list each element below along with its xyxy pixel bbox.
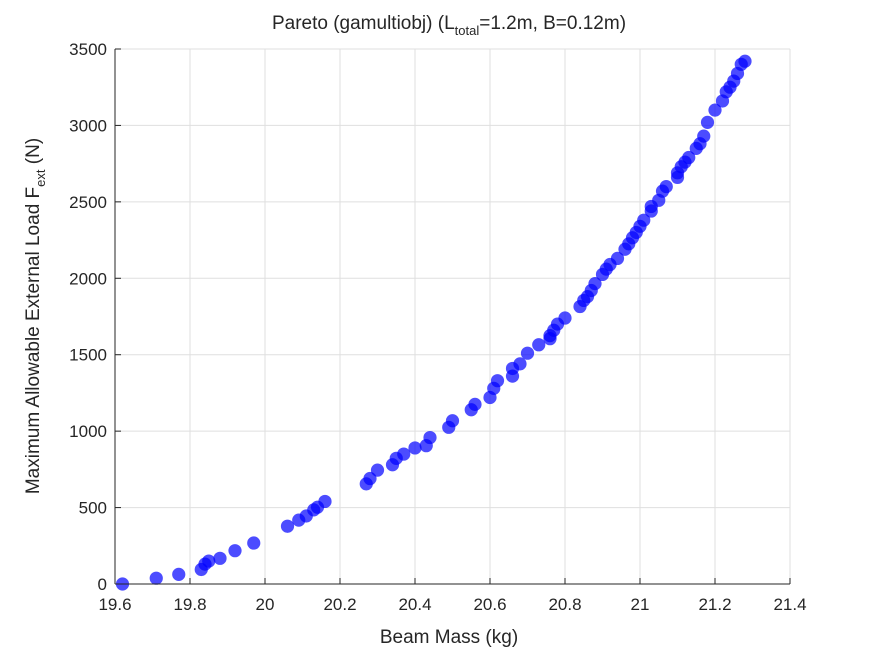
x-tick-label: 21 <box>631 595 650 614</box>
x-tick-label: 20.6 <box>473 595 506 614</box>
data-point <box>532 338 546 352</box>
data-point <box>423 430 437 445</box>
y-axis-title-subscript: ext <box>33 169 48 187</box>
data-point <box>363 471 377 486</box>
x-tick-label: 19.8 <box>173 595 206 614</box>
data-point <box>202 554 216 568</box>
grid-lines <box>114 48 791 585</box>
data-point <box>520 346 535 360</box>
data-point <box>513 357 527 371</box>
data-point <box>280 519 295 533</box>
x-tick-label: 21.4 <box>773 595 806 614</box>
y-tick-label: 0 <box>98 575 107 594</box>
data-point <box>610 251 625 266</box>
data-point <box>370 463 385 477</box>
x-tick-label: 21.2 <box>698 595 731 614</box>
data-point <box>172 567 186 581</box>
data-point <box>682 150 696 165</box>
y-axis-title-prefix: Maximum Allowable External Load F <box>23 187 44 494</box>
data-point <box>149 571 163 585</box>
data-point <box>490 374 505 388</box>
y-tick-label: 3000 <box>69 116 107 135</box>
data-point <box>397 447 411 461</box>
y-tick-label: 500 <box>79 499 107 518</box>
data-point <box>588 277 602 291</box>
x-tick-label: 20.2 <box>323 595 356 614</box>
data-point <box>213 551 227 565</box>
data-point <box>318 494 332 509</box>
data-point <box>637 213 651 227</box>
axes <box>114 48 791 585</box>
chart-title: Pareto (gamultiobj) (Ltotal=1.2m, B=0.12… <box>272 13 626 38</box>
data-point <box>247 536 261 550</box>
chart-title-subscript: total <box>455 23 480 38</box>
data-point <box>697 129 711 143</box>
x-tick-label: 20.8 <box>548 595 581 614</box>
y-axis-title-suffix: (N) <box>23 138 44 170</box>
data-point <box>408 441 422 455</box>
x-tick-label: 20 <box>256 595 275 614</box>
y-tick-label: 3500 <box>69 40 107 59</box>
data-point <box>738 54 752 68</box>
data-point <box>445 414 460 428</box>
plot-background <box>115 49 790 584</box>
chart-title-prefix: Pareto (gamultiobj) (L <box>272 13 455 34</box>
data-points <box>115 54 752 591</box>
x-tick-label: 19.6 <box>98 595 131 614</box>
tick-labels: 19.6 19.8 20 20.2 20.4 20.6 20.8 21 21.2 21.4 0 500… <box>69 40 806 614</box>
data-point <box>228 544 242 558</box>
data-point <box>468 397 482 411</box>
chart-title-suffix: =1.2m, B=0.12m) <box>479 13 626 34</box>
x-axis-title: Beam Mass (kg) <box>380 627 518 648</box>
y-axis-title: Maximum Allowable External Load Fext (N) <box>23 138 48 494</box>
data-point <box>708 103 722 117</box>
data-point <box>558 311 572 325</box>
y-tick-label: 1000 <box>69 422 107 441</box>
y-tick-label: 2000 <box>69 269 107 288</box>
data-point <box>659 179 673 194</box>
x-tick-label: 20.4 <box>398 595 431 614</box>
data-point <box>700 115 715 129</box>
y-tick-label: 1500 <box>69 346 107 365</box>
y-tick-label: 2500 <box>69 193 107 212</box>
